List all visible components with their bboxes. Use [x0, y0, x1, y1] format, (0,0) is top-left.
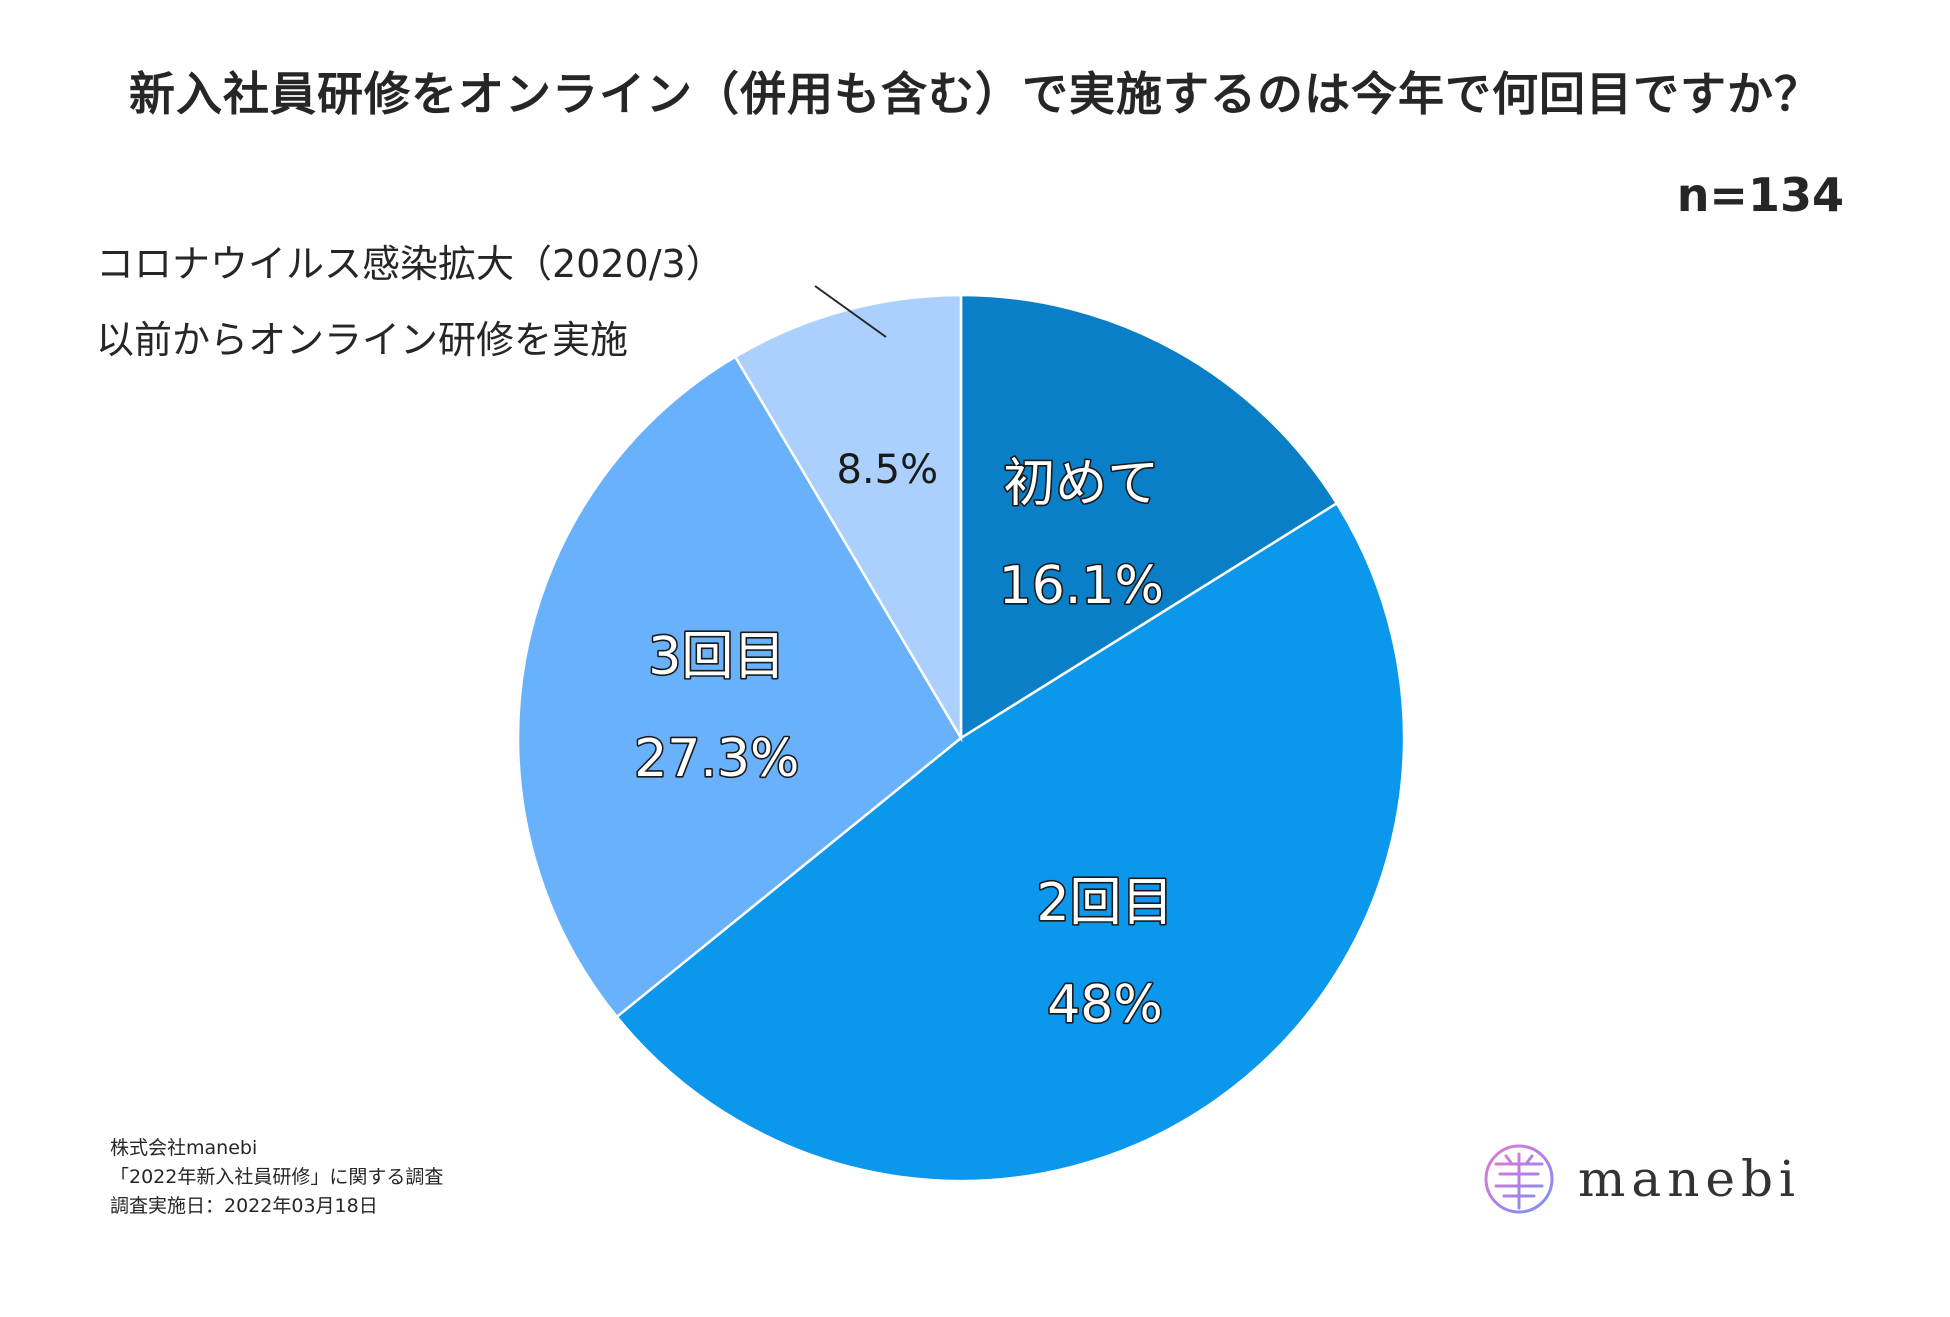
- slice-value-label-2: 48%: [1047, 975, 1163, 1035]
- chart-title: 新入社員研修をオンライン（併用も含む）で実施するのは今年で何回目ですか？: [129, 67, 1821, 121]
- pie-slice-3: [516, 355, 963, 1019]
- slice-value-label-1: 16.1%: [999, 556, 1164, 616]
- annotation-line-1: コロナウイルス感染拡大（2020/3）: [96, 242, 724, 286]
- logo-mark-icon: [1484, 1144, 1554, 1214]
- sample-size: n=134: [1676, 168, 1844, 222]
- slice-name-label-3: 3回目: [648, 627, 785, 687]
- annotation: コロナウイルス感染拡大（2020/3） 以前からオンライン研修を実施: [96, 226, 724, 378]
- source-note: 株式会社manebi 「2022年新入社員研修」に関する調査 調査実施日：202…: [110, 1134, 443, 1221]
- slice-name-label-2: 2回目: [1036, 873, 1173, 933]
- source-survey: 「2022年新入社員研修」に関する調査: [110, 1166, 444, 1188]
- source-company: 株式会社manebi: [110, 1137, 258, 1159]
- slice-value-label-3: 27.3%: [634, 729, 799, 789]
- slice-value-label-4: 8.5%: [836, 447, 938, 493]
- source-date: 調査実施日：2022年03月18日: [110, 1195, 378, 1217]
- annotation-line-2: 以前からオンライン研修を実施: [96, 318, 629, 362]
- annotation-leader-line: [814, 285, 887, 338]
- pie-slice-4: [733, 293, 963, 743]
- manebi-logo: manebi: [1482, 1144, 1801, 1214]
- pie-slice-1: [959, 293, 1339, 741]
- logo-text: manebi: [1578, 1150, 1802, 1208]
- pie-slice-2: [615, 501, 1406, 1183]
- slice-name-label-1: 初めて: [1003, 454, 1159, 514]
